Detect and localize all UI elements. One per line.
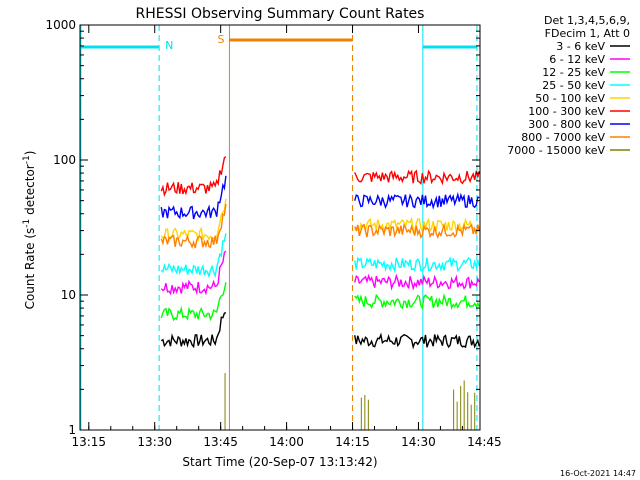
saa-marker-label: S [217, 33, 224, 46]
y-tick-label: 10 [61, 288, 76, 302]
legend-label: 100 - 300 keV [528, 105, 605, 118]
x-tick-label: 14:00 [269, 435, 304, 449]
series-line [354, 273, 480, 291]
x-tick-label: 14:15 [335, 435, 370, 449]
axes: 13:15 13:30 13:45 14:00 14:15 14:30 14:45 1 10 10… [45, 18, 501, 449]
series-line [160, 282, 227, 322]
series-layer [160, 156, 480, 430]
legend-label: 25 - 50 keV [542, 79, 605, 92]
legend-label: 300 - 800 keV [528, 118, 605, 131]
series-line [160, 203, 227, 249]
legend-label: 7000 - 15000 keV [507, 144, 605, 157]
x-tick-label: 14:45 [467, 435, 502, 449]
ylabel-part-2: detector [23, 164, 37, 219]
legend-label: 6 - 12 keV [549, 53, 605, 66]
ylabel-sup-2: -1 [22, 155, 32, 164]
series-line [160, 156, 227, 198]
y-tick-label: 100 [53, 153, 76, 167]
series-line [354, 169, 480, 186]
chart-title: RHESSI Observing Summary Count Rates [136, 6, 425, 22]
y-tick-label: 1 [68, 423, 76, 437]
x-tick-label: 13:15 [71, 435, 106, 449]
series-line [354, 256, 480, 274]
x-axis-label: Start Time (20-Sep-07 13:13:42) [182, 455, 377, 469]
ylabel-part-1: Count Rate (s [23, 228, 37, 310]
legend-label: 3 - 6 keV [556, 40, 605, 53]
ylabel-sup-1: -1 [22, 219, 32, 228]
x-tick-label: 14:30 [401, 435, 436, 449]
series-line [354, 222, 480, 240]
legend-label: 50 - 100 keV [535, 92, 605, 105]
series-line [160, 175, 227, 220]
plot-frame [79, 24, 481, 431]
x-tick-label: 13:45 [203, 435, 238, 449]
series-line [160, 312, 227, 349]
series-line [354, 332, 480, 350]
ylabel-part-3: ) [23, 151, 37, 156]
legend-label: 800 - 7000 keV [521, 131, 605, 144]
y-tick-label: 1000 [45, 18, 76, 32]
x-tick-label: 13:30 [137, 435, 172, 449]
legend-header-line-1: Det 1,3,4,5,6,9, [544, 14, 630, 27]
series-line [354, 191, 480, 210]
series-line [160, 233, 227, 279]
legend-header-line-2: FDecim 1, Att 0 [545, 27, 630, 40]
series-line [160, 250, 227, 296]
night-marker-label: N [165, 39, 173, 52]
footer-stamp: 16-Oct-2021 14:47 [560, 469, 636, 478]
series-line [160, 198, 227, 242]
legend-label: 12 - 25 keV [542, 66, 605, 79]
y-axis-label: Count Rate (s-1 detector-1) [22, 151, 37, 310]
series-line [354, 293, 480, 311]
